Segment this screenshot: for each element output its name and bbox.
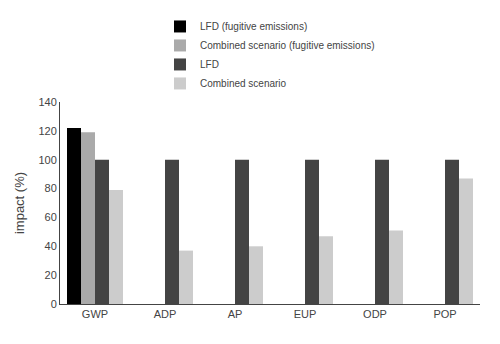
svg-text:GWP: GWP	[82, 308, 108, 320]
svg-text:80: 80	[45, 182, 57, 194]
svg-text:140: 140	[38, 96, 56, 108]
svg-text:Combined scenario (fugitive em: Combined scenario (fugitive emissions)	[200, 40, 375, 51]
svg-text:120: 120	[38, 125, 56, 137]
svg-text:Combined scenario: Combined scenario	[200, 78, 287, 89]
svg-text:20: 20	[45, 269, 57, 281]
svg-text:100: 100	[38, 154, 56, 166]
svg-text:60: 60	[45, 211, 57, 223]
svg-text:impact (%): impact (%)	[12, 172, 27, 234]
svg-text:0: 0	[51, 298, 57, 310]
svg-text:EUP: EUP	[294, 308, 317, 320]
svg-text:POP: POP	[433, 308, 456, 320]
svg-text:AP: AP	[228, 308, 243, 320]
svg-text:LFD: LFD	[200, 59, 219, 70]
svg-text:40: 40	[45, 240, 57, 252]
svg-text:ODP: ODP	[363, 308, 387, 320]
svg-text:LFD (fugitive emissions): LFD (fugitive emissions)	[200, 21, 307, 32]
svg-text:ADP: ADP	[154, 308, 177, 320]
